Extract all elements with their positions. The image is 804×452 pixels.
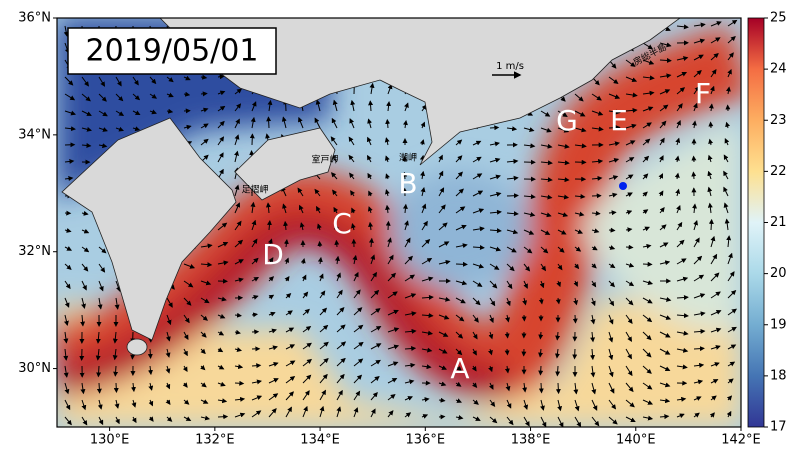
colorbar-tick-label: 20 — [770, 266, 787, 281]
colorbar-tick-label: 23 — [770, 113, 787, 128]
lon-tick-label: 138°E — [511, 433, 551, 448]
colorbar-tick-label: 24 — [770, 62, 787, 77]
region-label: B — [398, 167, 417, 200]
colorbar-tick-label: 21 — [770, 215, 787, 230]
land-island — [127, 339, 147, 355]
lat-tick-label: 34°N — [18, 127, 51, 142]
vector — [268, 117, 269, 128]
vector — [150, 349, 151, 358]
vector — [660, 60, 671, 61]
vector — [115, 366, 116, 376]
vector — [387, 120, 388, 128]
place-label: 足摺岬 — [241, 184, 268, 196]
vector — [557, 366, 558, 375]
lon-tick-label: 140°E — [616, 433, 656, 448]
lon-tick-label: 136°E — [406, 433, 446, 448]
lon-tick-label: 134°E — [300, 433, 340, 448]
vector — [540, 366, 541, 375]
vector — [575, 315, 576, 323]
vector — [201, 93, 207, 94]
vector — [439, 416, 444, 417]
scale-label: 1 m/s — [496, 61, 524, 72]
vector — [490, 127, 498, 128]
vector — [609, 230, 615, 231]
colorbar-tick-label: 17 — [770, 420, 787, 435]
vector — [99, 383, 100, 393]
vector — [693, 172, 694, 179]
vector — [336, 241, 337, 247]
colorbar — [748, 18, 764, 427]
vector — [541, 383, 542, 392]
region-label: A — [450, 352, 469, 385]
vector — [252, 365, 260, 366]
vector — [98, 366, 99, 376]
vector — [540, 332, 541, 339]
map-body — [57, 18, 741, 427]
colorbar-tick-label: 18 — [770, 368, 787, 383]
lat-tick-label: 32°N — [18, 244, 51, 259]
lon-tick-label: 130°E — [90, 433, 130, 448]
vector — [711, 220, 712, 230]
station-marker — [619, 182, 627, 190]
vector — [694, 348, 704, 349]
region-label: G — [556, 104, 578, 137]
region-label: C — [332, 207, 352, 240]
colorbar-tick-label: 22 — [770, 164, 787, 179]
colorbar-tick-label: 19 — [770, 317, 787, 332]
vector — [507, 332, 508, 338]
lat-tick-label: 36°N — [18, 11, 51, 26]
colorbar-tick-label: 25 — [770, 11, 787, 26]
region-label: F — [695, 77, 711, 110]
vector — [439, 400, 445, 401]
vector — [558, 383, 559, 393]
place-label: 潮岬 — [399, 152, 417, 164]
region-label: D — [262, 238, 284, 271]
lon-tick-label: 132°E — [195, 433, 235, 448]
vector — [507, 195, 518, 196]
vector — [626, 247, 633, 248]
date-label: 2019/05/01 — [86, 34, 259, 69]
lon-tick-label: 142°E — [721, 433, 761, 448]
lat-tick-label: 30°N — [18, 361, 51, 376]
place-label: 室戸岬 — [311, 154, 338, 166]
vector — [235, 383, 243, 384]
region-label: E — [610, 104, 628, 137]
vector — [609, 212, 616, 213]
